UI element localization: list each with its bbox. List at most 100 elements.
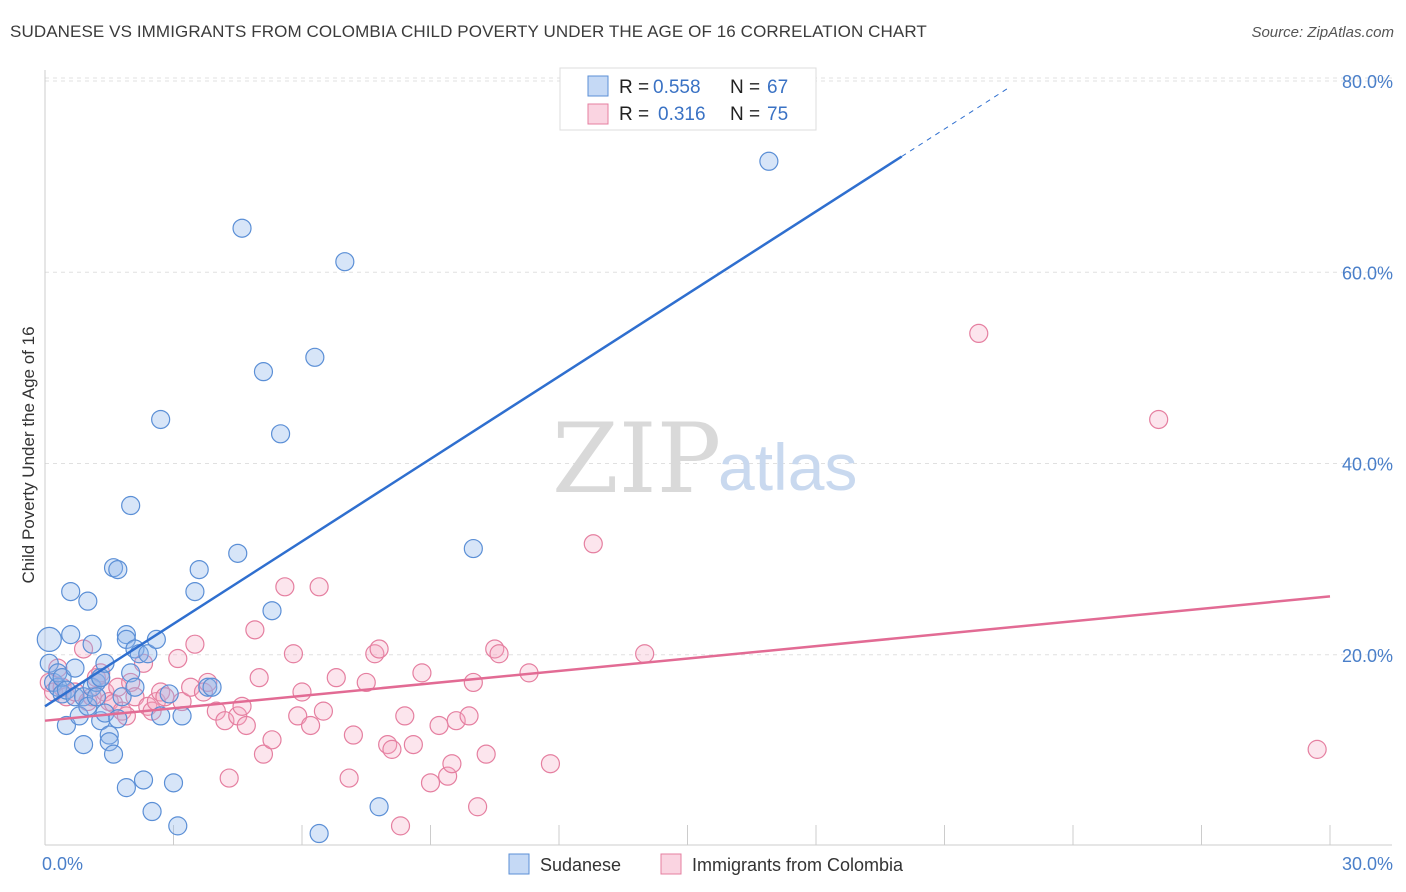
sudanese-point — [125, 677, 145, 697]
colombia-point — [309, 577, 329, 597]
legend-swatch-sudanese — [587, 75, 609, 97]
legend-r-value-1: 0.558 — [653, 77, 701, 98]
colombia-point — [382, 739, 402, 759]
colombia-point — [185, 634, 205, 654]
sudanese-trend-extension — [901, 87, 1010, 157]
legend-r-value-2: 0.316 — [658, 104, 706, 125]
colombia-point — [442, 754, 462, 774]
sudanese-point — [116, 625, 136, 645]
colombia-point — [236, 715, 256, 736]
colombia-point — [635, 644, 655, 664]
bottom-legend-sudanese: Sudanese — [540, 855, 621, 875]
sudanese-point — [369, 797, 389, 817]
sudanese-point — [61, 625, 81, 645]
legend-r-label-1: R = — [619, 77, 649, 98]
colombia-point — [412, 663, 432, 683]
sudanese-point — [112, 687, 132, 707]
grid-lines — [45, 77, 1392, 656]
sudanese-point — [65, 658, 85, 678]
colombia-points — [39, 323, 1327, 836]
legend-n-label-2: N = — [730, 104, 760, 125]
colombia-point — [583, 534, 603, 554]
sudanese-point — [133, 770, 154, 790]
colombia-point — [540, 754, 561, 774]
colombia-point — [253, 744, 274, 764]
sudanese-point — [172, 706, 192, 726]
sudanese-point — [103, 744, 124, 764]
colombia-point — [369, 639, 389, 659]
sudanese-point — [99, 732, 119, 752]
colombia-point — [356, 672, 376, 693]
colombia-point — [438, 766, 458, 786]
colombia-point — [463, 672, 483, 693]
sudanese-point — [232, 218, 252, 238]
sudanese-point — [270, 424, 291, 444]
sudanese-point — [108, 559, 128, 580]
colombia-point — [1307, 739, 1327, 759]
sudanese-point — [36, 626, 62, 653]
sudanese-point — [759, 151, 779, 171]
chart-title: SUDANESE VS IMMIGRANTS FROM COLOMBIA CHI… — [10, 22, 927, 41]
watermark-atlas: atlas — [718, 430, 857, 504]
watermark-zip: ZIP — [552, 403, 721, 515]
colombia-point — [168, 648, 188, 669]
sudanese-point — [121, 663, 141, 683]
y-tick-label: 80.0% — [1342, 72, 1393, 92]
sudanese-point — [185, 581, 205, 602]
colombia-point — [215, 711, 235, 731]
legend-r-label-2: R = — [619, 104, 649, 125]
sudanese-point — [463, 538, 483, 559]
bottom-legend-colombia: Immigrants from Colombia — [692, 855, 904, 875]
sudanese-point — [61, 581, 81, 602]
colombia-point — [969, 323, 989, 344]
sudanese-point — [138, 644, 158, 664]
sudanese-point — [142, 801, 162, 822]
y-tick-label: 20.0% — [1342, 646, 1393, 666]
colombia-point — [283, 644, 304, 664]
colombia-point — [395, 706, 415, 726]
sudanese-point — [78, 591, 98, 611]
colombia-point — [133, 653, 154, 673]
colombia-point — [390, 816, 411, 836]
colombia-point — [245, 620, 265, 640]
trend-lines — [44, 87, 1331, 722]
sudanese-point — [262, 601, 282, 621]
legend-swatch-colombia — [587, 103, 609, 125]
colombia-point — [219, 768, 239, 788]
legend-n-value-2: 75 — [767, 104, 788, 125]
colombia-point — [420, 773, 441, 793]
sudanese-point — [116, 778, 136, 798]
legend-n-value-1: 67 — [767, 77, 788, 98]
sudanese-point — [56, 715, 77, 736]
sudanese-point — [198, 677, 218, 697]
colombia-point — [288, 706, 308, 726]
sudanese-point — [335, 252, 355, 272]
colombia-point — [300, 715, 321, 736]
colombia-point — [403, 734, 423, 755]
colombia-trend-line — [44, 595, 1331, 722]
x-tick-label-max: 30.0% — [1342, 854, 1393, 874]
colombia-point — [459, 706, 479, 726]
top-legend: R = 0.558 N = 67 R = 0.316 N = 75 — [559, 67, 817, 131]
colombia-point — [446, 711, 466, 731]
sudanese-point — [151, 409, 171, 430]
colombia-point — [326, 668, 346, 688]
sudanese-point — [305, 347, 325, 367]
sudanese-trend-line — [44, 155, 903, 708]
sudanese-point — [151, 706, 171, 726]
colombia-point — [468, 797, 488, 817]
bottom-legend-swatch-sudanese — [508, 853, 530, 875]
sudanese-point — [82, 634, 102, 654]
y-tick-label: 40.0% — [1342, 455, 1393, 475]
bottom-legend: Sudanese Immigrants from Colombia — [508, 853, 904, 875]
source-label: Source: ZipAtlas.com — [1251, 24, 1394, 41]
sudanese-point — [228, 543, 248, 563]
y-tick-label: 60.0% — [1342, 263, 1393, 283]
sudanese-point — [168, 816, 188, 836]
x-tick-marks — [44, 825, 1331, 845]
colombia-point — [313, 701, 334, 721]
sudanese-point — [121, 495, 141, 516]
colombia-point — [476, 744, 496, 764]
x-tick-label-min: 0.0% — [42, 854, 83, 874]
